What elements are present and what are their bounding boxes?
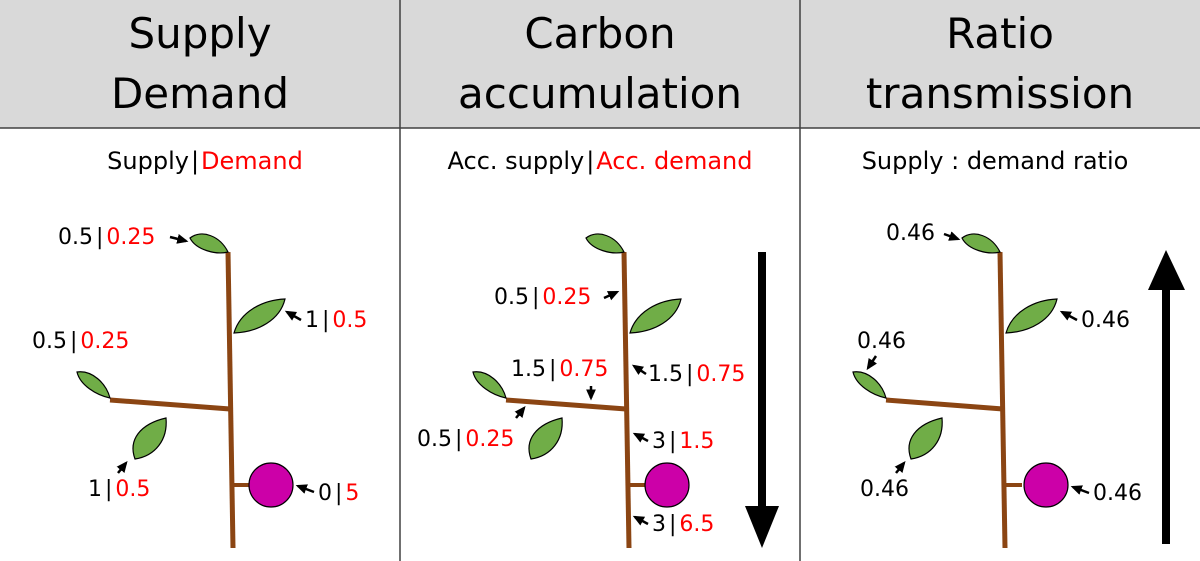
side-branch: [505, 397, 627, 412]
leaf: [472, 371, 507, 399]
header-carbon-accumulation: Carbon accumulation: [400, 0, 800, 128]
pointer-arrow: [169, 234, 189, 244]
leaf: [132, 417, 167, 460]
header-line-2: Demand: [110, 69, 290, 118]
fruit: [248, 462, 294, 508]
header-line-1: Carbon: [524, 9, 676, 58]
label-fruit: 0 | 5: [318, 481, 359, 506]
leaf: [189, 233, 229, 254]
leaf: [585, 233, 625, 254]
leaf: [1005, 298, 1058, 334]
label-acc-stem-mid: 1.5 | 0.75: [648, 362, 745, 387]
accumulation-arrow-down: [745, 252, 779, 548]
side-branch: [109, 397, 231, 412]
side-branch: [885, 397, 1004, 412]
panel1-subtitle: Supply|Demand: [107, 147, 303, 175]
ratio-label-top-leaf: 0.46: [886, 221, 935, 246]
ratio-label-branch-lower-leaf: 0.46: [860, 477, 909, 502]
header-line-2: accumulation: [458, 69, 742, 118]
transmission-arrow-up: [1148, 250, 1185, 544]
fruit: [644, 462, 690, 508]
header-line-1: Supply: [128, 9, 272, 58]
leaf: [528, 417, 563, 460]
panel2-subtitle: Acc. supply|Acc. demand: [448, 147, 753, 175]
header-supply-demand: Supply Demand: [0, 0, 400, 128]
pointer-arrow: [894, 461, 906, 474]
ratio-label-branch-end-leaf: 0.46: [857, 329, 906, 354]
label-acc-stem-base: 3 | 6.5: [652, 512, 714, 537]
label-acc-stem-low: 3 | 1.5: [652, 429, 714, 454]
pointer-arrow: [943, 231, 961, 241]
label-acc-branch-lower: 0.5 | 0.25: [417, 427, 514, 452]
label-upper-right-leaf: 1 | 0.5: [305, 308, 367, 333]
pointer-arrow: [284, 310, 302, 322]
pointer-arrow: [1059, 310, 1078, 322]
pointer-arrow: [632, 515, 649, 526]
pointer-arrow: [632, 432, 649, 443]
header-line-1: Ratio: [946, 9, 1054, 58]
label-branch-lower-leaf: 1 | 0.5: [88, 477, 150, 502]
leaf: [76, 371, 111, 399]
leaf: [908, 417, 943, 460]
ratio-label-upper-right-leaf: 0.46: [1081, 308, 1130, 333]
pointer-arrow: [295, 484, 315, 494]
header-ratio-transmission: Ratio transmission: [800, 0, 1200, 128]
main-stem: [225, 251, 236, 549]
header-row: [0, 0, 1200, 128]
pointer-arrow: [866, 355, 878, 371]
plant-2: [472, 233, 690, 549]
header-line-2: transmission: [865, 69, 1135, 118]
pointer-arrow: [116, 461, 128, 474]
plant-1: [76, 233, 294, 549]
plant-3: [852, 233, 1069, 549]
pointer-arrow: [514, 406, 526, 419]
pointer-arrow: [603, 290, 620, 301]
label-branch-end-leaf: 0.5 | 0.25: [32, 329, 129, 354]
leaf: [233, 298, 286, 334]
main-stem: [997, 251, 1008, 549]
leaf: [852, 371, 887, 399]
ratio-label-fruit: 0.46: [1093, 481, 1142, 506]
main-stem: [621, 251, 632, 549]
pointer-arrow: [1070, 485, 1090, 495]
pointer-arrow: [631, 364, 647, 376]
leaf: [961, 233, 1001, 254]
label-acc-branch: 1.5 | 0.75: [511, 357, 608, 382]
fruit: [1023, 462, 1069, 508]
label-acc-top: 0.5 | 0.25: [494, 285, 591, 310]
label-top-leaf: 0.5 | 0.25: [58, 225, 155, 250]
leaf: [629, 298, 682, 334]
panel3-subtitle: Supply : demand ratio: [862, 147, 1129, 175]
